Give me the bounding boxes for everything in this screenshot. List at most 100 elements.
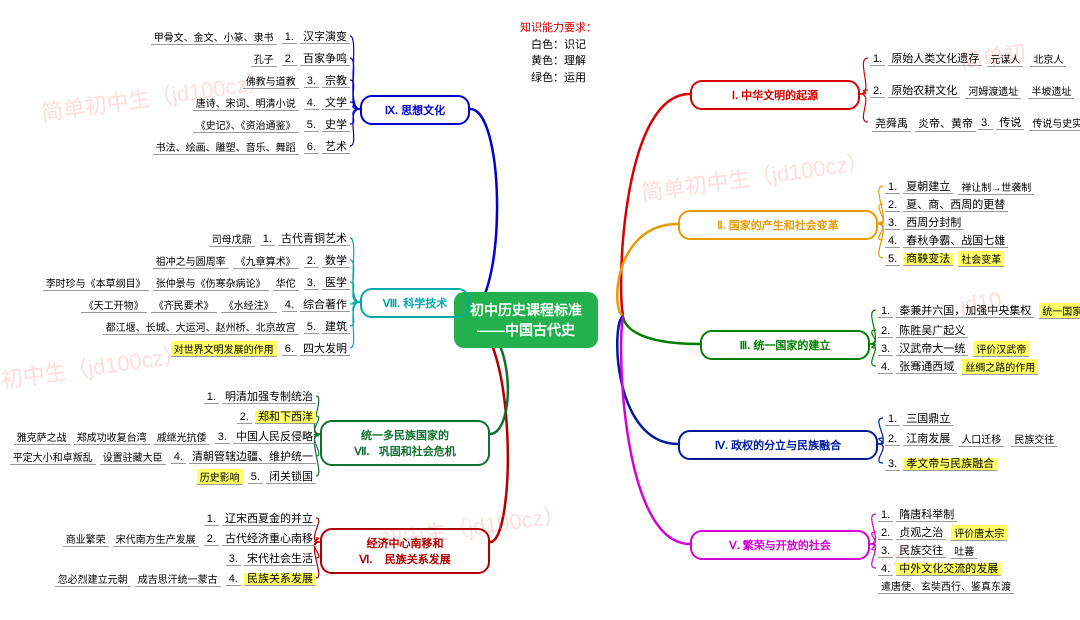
leaf-num: 3. <box>885 458 900 471</box>
leaf-pre: 祖冲之与圆周率 <box>153 253 229 269</box>
leaf-pre: 设置驻藏大臣 <box>100 449 166 465</box>
center-node: 初中历史课程标准 ——中国古代史 <box>454 292 598 348</box>
leaf-left: 历史影响 5. 闭关锁国 <box>195 468 316 485</box>
leaf-pre: 《史记》、《资治通鉴》 <box>193 117 299 133</box>
leaf-num: 2. <box>878 527 893 540</box>
leaf-text: 中外文化交流的发展 <box>896 563 1001 576</box>
leaf-right: 尧舜禹炎帝、黄帝3. 传说 传说与史实的区别 <box>870 114 1080 132</box>
leaf-num: 3. <box>878 343 893 356</box>
leaf-pre: 孔子 <box>251 51 277 67</box>
leaf-extra: 统一国家建立的意义 <box>1039 303 1080 319</box>
leaf-text: 古代青铜艺术 <box>278 233 350 246</box>
leaf-text: 清朝管辖边疆、维护统一 <box>189 451 316 464</box>
leaf-extra: 元谋人 <box>987 51 1023 67</box>
leaf-num: 2. <box>885 199 900 212</box>
leaf-num: 6. <box>304 141 319 154</box>
leaf-left: 忽必烈建立元朝成吉思汗统一蒙古 4. 民族关系发展 <box>53 570 316 587</box>
leaf-text: 孝文帝与民族融合 <box>903 458 997 471</box>
leaf-left: 1. 辽宋西夏金的并立 <box>204 510 316 526</box>
leaf-extra: 评价汉武帝 <box>973 341 1029 357</box>
leaf-text: 春秋争霸、战国七雄 <box>903 235 1008 248</box>
leaf-text: 宗教 <box>322 75 350 88</box>
leaf-num: 1. <box>260 233 275 246</box>
leaf-left: 都江堰、长城、大运河、赵州桥、北京故宫 5. 建筑 <box>101 318 350 335</box>
leaf-num: 1. <box>878 509 893 522</box>
leaf-right: 1. 秦兼并六国，加强中央集权 统一国家建立的意义 <box>878 302 1080 319</box>
leaf-pre: 司母戊鼎 <box>209 231 255 247</box>
leaf-left: 甲骨文、金文、小篆、隶书 1. 汉字演变 <box>149 28 350 45</box>
watermark: 初中生（jd100cz） <box>0 337 187 395</box>
branch-VIII: Ⅷ. 科学技术 <box>360 288 470 318</box>
leaf-right: 2. 贞观之治 评价唐太宗 <box>878 524 1009 541</box>
leaf-text: 郑和下西洋 <box>255 411 316 424</box>
center-line1: 初中历史课程标准 <box>470 302 582 318</box>
branch-II: Ⅱ. 国家的产生和社会变革 <box>678 210 878 240</box>
legend-row: 黄色：理解 <box>520 53 597 70</box>
leaf-text: 三国鼎立 <box>903 413 953 426</box>
leaf-pre: 宋代南方生产发展 <box>113 531 199 547</box>
leaf-text: 秦兼并六国，加强中央集权 <box>896 305 1034 318</box>
leaf-pre: 张仲景与《伤寒杂病论》 <box>153 275 269 291</box>
leaf-left: 《天工开物》《齐民要术》《水经注》 4. 综合著作 <box>79 296 350 313</box>
leaf-extra: 吐蕃 <box>951 543 977 559</box>
leaf-num: 3. <box>878 545 893 558</box>
leaf-left: 商业繁荣宋代南方生产发展 2. 古代经济重心南移 <box>61 530 316 547</box>
leaf-text: 史学 <box>322 119 350 132</box>
leaf-text: 明清加强专制统治 <box>222 391 316 404</box>
leaf-extra: 河姆渡遗址 <box>965 83 1021 99</box>
leaf-left: 2. 郑和下西洋 <box>237 408 316 424</box>
leaf-text: 汉字演变 <box>300 31 350 44</box>
leaf-right: 1. 隋唐科举制 <box>878 506 957 522</box>
leaf-text: 艺术 <box>322 141 350 154</box>
leaf-num: 5. <box>304 119 319 132</box>
legend-row: 白色：识记 <box>520 37 597 54</box>
leaf-pre: 李时珍与《本草纲目》 <box>43 275 149 291</box>
leaf-pre: 郑成功收复台湾 <box>74 429 150 445</box>
leaf-extra: 评价唐太宗 <box>951 525 1007 541</box>
leaf-num: 2. <box>885 433 900 446</box>
leaf-num: 4. <box>282 299 297 312</box>
branch-I: Ⅰ. 中华文明的起源 <box>690 80 860 110</box>
leaf-num: 1. <box>870 53 885 66</box>
leaf-pre: 《九章算术》 <box>233 253 299 269</box>
leaf-num: 2. <box>870 85 885 98</box>
leaf-text: 汉武帝大一统 <box>896 343 968 356</box>
leaf-text: 隋唐科举制 <box>896 509 957 522</box>
leaf-text: 四大发明 <box>300 343 350 356</box>
branch-VI: 经济中心南移和 Ⅵ. 民族关系发展 <box>320 528 490 574</box>
leaf-left: 佛教与道教 3. 宗教 <box>241 72 350 89</box>
leaf-left: 1. 明清加强专制统治 <box>204 388 316 404</box>
leaf-num: 5. <box>885 253 900 266</box>
leaf-right: 3. 汉武帝大一统 评价汉武帝 <box>878 340 1031 357</box>
branch-III: Ⅲ. 统一国家的建立 <box>700 330 870 360</box>
leaf-num: 1. <box>204 513 219 526</box>
leaf-left: 李时珍与《本草纲目》张仲景与《伤寒杂病论》华佗 3. 医学 <box>41 274 350 291</box>
leaf-pre: 戚继光抗倭 <box>154 429 210 445</box>
leaf-pre: 炎帝、黄帝 <box>915 115 976 132</box>
leaf-text: 民族交往 <box>896 545 946 558</box>
leaf-left: 3. 宋代社会生活 <box>226 550 316 566</box>
leaf-text: 宋代社会生活 <box>244 553 316 566</box>
leaf-text: 辽宋西夏金的并立 <box>222 513 316 526</box>
leaf-text: 文学 <box>322 97 350 110</box>
leaf-num: 3. <box>978 117 993 130</box>
leaf-pre: 对世界文明发展的作用 <box>171 341 277 357</box>
leaf-pre: 都江堰、长城、大运河、赵州桥、北京故宫 <box>103 319 299 335</box>
leaf-num: 3. <box>885 217 900 230</box>
leaf-text: 中国人民反侵略 <box>233 431 316 444</box>
leaf-extra: 人口迁移 <box>958 431 1004 447</box>
legend: 知识能力要求： 白色：识记 黄色：理解 绿色：运用 <box>520 20 597 86</box>
leaf-text: 商鞅变法 <box>903 253 953 266</box>
leaf-extra: 丝绸之路的作用 <box>962 359 1038 375</box>
leaf-pre: 华佗 <box>273 275 299 291</box>
leaf-text: 原始农耕文化 <box>888 85 960 98</box>
leaf-num: 5. <box>248 471 263 484</box>
legend-row: 绿色：运用 <box>520 70 597 87</box>
leaf-text: 贞观之治 <box>896 527 946 540</box>
leaf-text: 民族关系发展 <box>244 573 316 586</box>
leaf-right: 2. 夏、商、西周的更替 <box>885 196 1008 212</box>
leaf-text: 医学 <box>322 277 350 290</box>
leaf-left: 书法、绘画、雕塑、音乐、舞蹈 6. 艺术 <box>151 138 350 155</box>
leaf-left: 平定大小和卓叛乱设置驻藏大臣 4. 清朝管辖边疆、维护统一 <box>8 448 316 465</box>
leaf-num: 1. <box>885 181 900 194</box>
